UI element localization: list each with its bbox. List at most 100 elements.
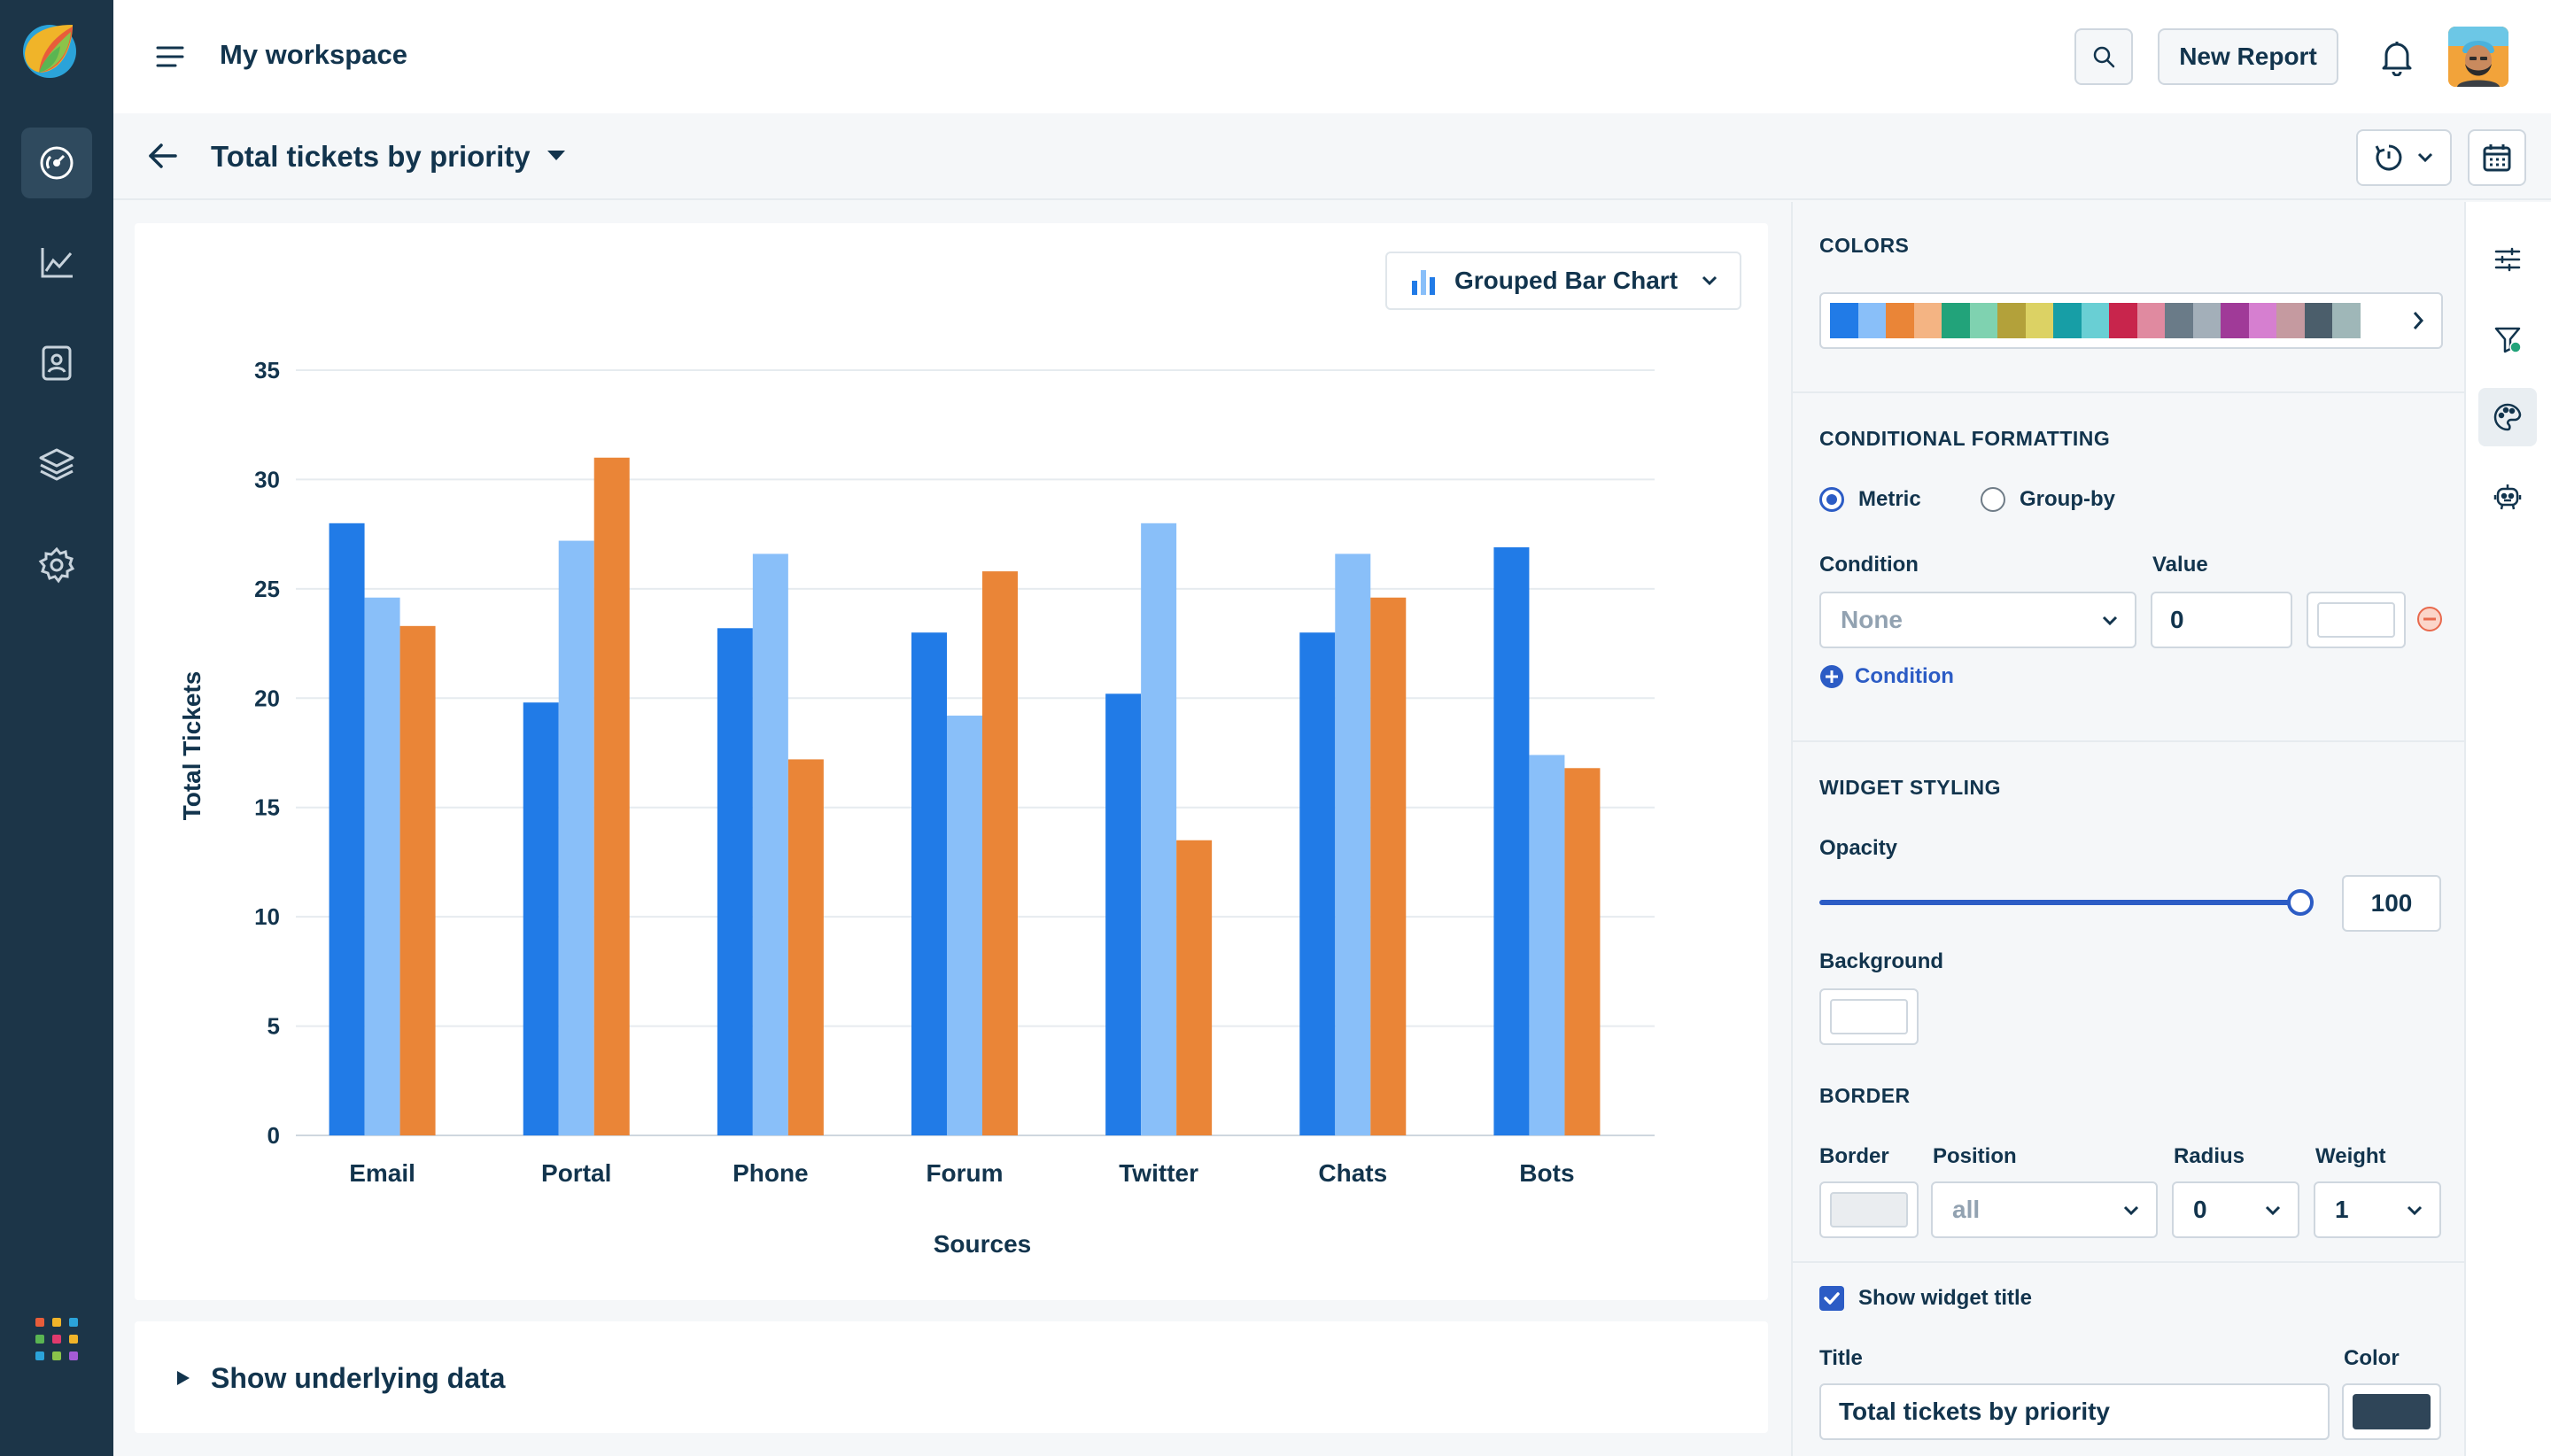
add-condition-label: Condition <box>1855 664 1954 688</box>
border-weight-select[interactable]: 1 <box>2314 1181 2441 1238</box>
bar <box>911 632 947 1135</box>
palette-swatch <box>1969 303 1997 338</box>
bar <box>982 571 1018 1135</box>
border-color-picker[interactable] <box>1819 1181 1919 1238</box>
y-tick-label: 30 <box>254 466 280 492</box>
bar <box>1493 546 1530 1135</box>
hamburger-menu-icon[interactable] <box>154 41 186 73</box>
calendar-button[interactable] <box>2468 129 2526 186</box>
opacity-slider-thumb[interactable] <box>2287 889 2314 916</box>
background-color-picker[interactable] <box>1819 988 1919 1045</box>
weight-label: Weight <box>2315 1144 2386 1168</box>
chevron-down-icon <box>2123 1205 2139 1216</box>
border-position-select[interactable]: all <box>1931 1181 2158 1238</box>
bar <box>1564 768 1601 1135</box>
y-tick-label: 15 <box>254 794 280 821</box>
palette-swatch <box>2025 303 2053 338</box>
border-weight-value: 1 <box>2335 1196 2349 1223</box>
show-widget-title-checkbox[interactable] <box>1819 1286 1844 1311</box>
show-underlying-data-label: Show underlying data <box>211 1362 506 1394</box>
x-axis-title: Sources <box>934 1230 1032 1258</box>
color-label: Color <box>2344 1346 2400 1370</box>
refresh-interval-button[interactable] <box>2356 129 2452 186</box>
settings-rail <box>2464 202 2551 1456</box>
add-condition-button[interactable]: Condition <box>1819 664 1954 689</box>
radio-metric[interactable]: Metric <box>1819 487 1921 512</box>
rail-filters[interactable] <box>2478 310 2537 368</box>
palette-swatch <box>2081 303 2109 338</box>
triangle-right-icon <box>177 1371 190 1385</box>
value-label: Value <box>2152 553 2208 577</box>
bar <box>364 597 400 1135</box>
bar <box>1141 523 1177 1135</box>
chart-widget: 0 5 10 15 20 25 30 35 Email Portal Phone Forum Twitt… <box>135 223 1768 1300</box>
radio-groupby[interactable]: Group-by <box>1981 487 2115 512</box>
caret-down-icon[interactable] <box>546 149 567 163</box>
x-tick-label: Bots <box>1519 1159 1574 1187</box>
bar <box>947 716 982 1135</box>
bar-chart-icon <box>1412 270 1435 295</box>
freshworks-logo[interactable] <box>18 18 81 81</box>
radio-metric-control[interactable] <box>1819 487 1844 512</box>
border-radius-value: 0 <box>2193 1196 2207 1223</box>
palette-swatch <box>1857 303 1886 338</box>
top-header: My workspace New Report <box>113 0 2551 113</box>
palette-swatch <box>2109 303 2137 338</box>
bell-icon[interactable] <box>2377 37 2416 76</box>
widget-title-input[interactable]: Total tickets by priority <box>1819 1383 2330 1440</box>
rail-styling[interactable] <box>2478 388 2537 446</box>
widget-settings-panel: COLORS CONDITIONAL FORMATTING Metric Gro… <box>1791 202 2466 1456</box>
search-icon <box>2093 46 2115 68</box>
nav-analytics[interactable] <box>21 227 92 298</box>
new-report-button[interactable]: New Report <box>2158 28 2338 85</box>
user-avatar[interactable] <box>2448 27 2508 87</box>
nav-settings[interactable] <box>21 530 92 600</box>
nav-contacts[interactable] <box>21 328 92 399</box>
position-label: Position <box>1933 1144 2017 1168</box>
y-axis-title: Total Tickets <box>178 671 205 821</box>
layers-icon <box>39 448 74 481</box>
x-tick-label: Email <box>349 1159 415 1187</box>
conditional-formatting-title: CONDITIONAL FORMATTING <box>1819 427 2111 450</box>
border-radius-select[interactable]: 0 <box>2172 1181 2299 1238</box>
condition-color-swatch <box>2317 602 2395 638</box>
condition-select[interactable]: None <box>1819 592 2136 648</box>
rail-properties[interactable] <box>2478 230 2537 289</box>
radio-groupby-label: Group-by <box>2020 487 2115 511</box>
bar <box>1176 840 1213 1135</box>
title-color-swatch <box>2353 1394 2431 1429</box>
chevron-down-icon <box>2102 616 2118 626</box>
grouped-bar-chart: 0 5 10 15 20 25 30 35 Email Portal Phone Forum Twitt… <box>178 357 1655 1258</box>
x-tick-label: Phone <box>733 1159 809 1187</box>
palette-swatch <box>2165 303 2193 338</box>
value-input[interactable]: 0 <box>2151 592 2292 648</box>
color-palette-select[interactable] <box>1819 292 2443 349</box>
border-color-swatch <box>1830 1192 1908 1228</box>
apps-grid-icon[interactable] <box>35 1318 78 1360</box>
chevron-down-icon <box>2417 152 2433 163</box>
show-underlying-data-toggle[interactable]: Show underlying data <box>135 1321 1768 1433</box>
back-arrow-icon[interactable] <box>145 138 181 174</box>
palette-swatch <box>2304 303 2332 338</box>
chart-type-select[interactable]: Grouped Bar Chart <box>1385 252 1741 310</box>
remove-circle-icon[interactable] <box>2416 606 2443 632</box>
palette-swatch <box>1942 303 1970 338</box>
chevron-down-icon <box>2265 1205 2281 1216</box>
bar <box>558 540 594 1135</box>
nav-dashboard[interactable] <box>21 128 92 198</box>
opacity-slider-track[interactable] <box>1819 900 2305 905</box>
palette-swatch <box>2136 303 2165 338</box>
nav-layers[interactable] <box>21 429 92 500</box>
condition-color-picker[interactable] <box>2307 592 2406 648</box>
palette-swatch <box>1913 303 1942 338</box>
palette-swatch <box>1997 303 2026 338</box>
radio-groupby-control[interactable] <box>1981 487 2005 512</box>
bar <box>399 625 436 1135</box>
rail-ai[interactable] <box>2478 468 2537 526</box>
page-title[interactable]: Total tickets by priority <box>211 140 531 173</box>
bar <box>1335 554 1371 1135</box>
x-tick-label: Forum <box>926 1159 1003 1187</box>
opacity-input[interactable]: 100 <box>2342 875 2441 932</box>
title-color-picker[interactable] <box>2342 1383 2441 1440</box>
search-button[interactable] <box>2074 28 2133 85</box>
